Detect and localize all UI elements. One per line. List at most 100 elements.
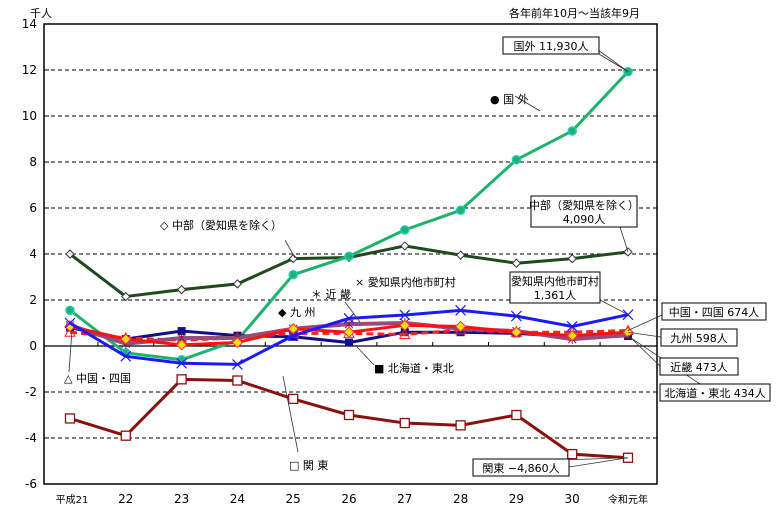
label-kinki: ＊ 近 畿 bbox=[311, 287, 351, 301]
leader-line bbox=[284, 239, 296, 259]
x-tick-label: 29 bbox=[509, 492, 524, 506]
data-point bbox=[121, 291, 131, 302]
callout-box-hokkaido bbox=[659, 383, 771, 402]
data-point bbox=[65, 305, 75, 316]
x-tick-label: 25 bbox=[286, 492, 301, 506]
data-point bbox=[343, 409, 355, 421]
callout-box-aichi bbox=[509, 271, 601, 304]
data-point bbox=[566, 329, 578, 342]
data-point bbox=[510, 310, 522, 322]
data-point bbox=[232, 375, 243, 386]
x-tick-label: 27 bbox=[397, 492, 412, 506]
data-point bbox=[400, 241, 410, 251]
callout-box-chubu bbox=[530, 195, 638, 228]
data-point bbox=[176, 357, 188, 369]
leader-line bbox=[627, 331, 662, 338]
callout-kinki: 近畿 473人 bbox=[670, 360, 728, 374]
leader-line bbox=[597, 49, 629, 72]
data-point bbox=[287, 323, 299, 335]
data-point bbox=[511, 154, 522, 165]
data-point bbox=[288, 269, 298, 280]
leader-line bbox=[282, 375, 299, 453]
leader-line bbox=[514, 95, 541, 112]
y-tick-label: -4 bbox=[25, 431, 37, 445]
data-point bbox=[176, 374, 187, 385]
callout-kanto: 関東 −4,860人 bbox=[482, 462, 559, 475]
label-aichi: × 愛知県内他市町村 bbox=[355, 275, 456, 289]
data-point bbox=[400, 225, 410, 235]
x-tick-label: 28 bbox=[453, 492, 468, 506]
y-tick-label: -2 bbox=[25, 385, 37, 399]
label-kokugai: ● 国 外 bbox=[490, 93, 529, 106]
data-point bbox=[120, 333, 132, 345]
data-point bbox=[400, 328, 409, 337]
data-point bbox=[399, 417, 410, 429]
y-tick-label: 10 bbox=[22, 109, 37, 123]
data-point bbox=[566, 321, 578, 332]
leader-line bbox=[559, 457, 629, 461]
data-point bbox=[345, 338, 353, 347]
callout-chugoku: 中国・四国 674人 bbox=[669, 306, 760, 319]
data-point bbox=[176, 284, 187, 295]
label-hokkaido: ■ 北海道・東北 bbox=[374, 361, 454, 375]
data-point bbox=[455, 420, 466, 431]
data-point bbox=[231, 336, 244, 349]
label-kyushu: ◆ 九 州 bbox=[278, 306, 315, 319]
data-point bbox=[511, 409, 522, 421]
callout-box-kyushu bbox=[660, 328, 738, 347]
plot-frame bbox=[43, 23, 658, 485]
leader-line bbox=[627, 334, 661, 367]
data-point bbox=[399, 309, 411, 321]
label-kanto: □ 関 東 bbox=[289, 459, 328, 472]
leader-line bbox=[356, 346, 375, 366]
data-point bbox=[175, 339, 188, 351]
leader-line bbox=[627, 314, 663, 331]
data-point bbox=[120, 430, 131, 441]
callout-box-kokugai bbox=[502, 36, 600, 55]
data-point bbox=[510, 326, 523, 338]
label-chubu: ◇ 中部（愛知県を除く） bbox=[160, 218, 282, 232]
data-point bbox=[232, 279, 243, 289]
y-tick-label: 14 bbox=[22, 17, 37, 31]
x-tick-label: 24 bbox=[230, 492, 245, 506]
data-point bbox=[64, 326, 76, 337]
callout-box-chugoku bbox=[661, 302, 767, 321]
x-tick-label: 令和元年 bbox=[608, 493, 648, 506]
data-point bbox=[567, 126, 577, 136]
y-tick-label: 6 bbox=[29, 201, 37, 215]
leader-line bbox=[598, 53, 629, 72]
x-tick-label: 平成21 bbox=[56, 494, 89, 506]
data-point bbox=[344, 251, 354, 262]
callout-hokkaido: 北海道・東北 434人 bbox=[664, 386, 766, 400]
data-point bbox=[455, 205, 466, 216]
unit-label: 千人 bbox=[30, 7, 52, 20]
y-tick-label: 12 bbox=[22, 63, 37, 77]
data-point bbox=[455, 304, 467, 316]
data-point bbox=[343, 326, 355, 338]
data-point bbox=[455, 250, 466, 260]
data-point bbox=[65, 249, 75, 259]
callout-aichi-1: 愛知県内他市町村 bbox=[511, 274, 599, 288]
data-point bbox=[64, 413, 76, 424]
data-point bbox=[567, 448, 578, 460]
callout-box-kinki bbox=[659, 357, 739, 376]
callout-kokugai: 国外 11,930人 bbox=[514, 40, 589, 53]
callout-kyushu: 九州 598人 bbox=[670, 332, 728, 345]
x-tick-label: 30 bbox=[565, 492, 580, 506]
data-point bbox=[454, 320, 467, 333]
leader-line bbox=[568, 457, 629, 468]
data-point bbox=[398, 328, 411, 339]
leader-line bbox=[599, 299, 629, 316]
data-point bbox=[343, 312, 355, 324]
y-tick-label: 0 bbox=[29, 339, 37, 353]
x-tick-label: 23 bbox=[174, 492, 189, 506]
callout-chubu-1: 中部（愛知県を除く） bbox=[529, 198, 639, 212]
data-point bbox=[177, 327, 186, 336]
data-point bbox=[399, 319, 411, 332]
leader-line bbox=[68, 329, 73, 373]
data-point bbox=[288, 253, 298, 264]
y-tick-label: 8 bbox=[29, 155, 37, 169]
callout-aichi-2: 1,361人 bbox=[534, 289, 577, 302]
data-point bbox=[288, 393, 299, 405]
